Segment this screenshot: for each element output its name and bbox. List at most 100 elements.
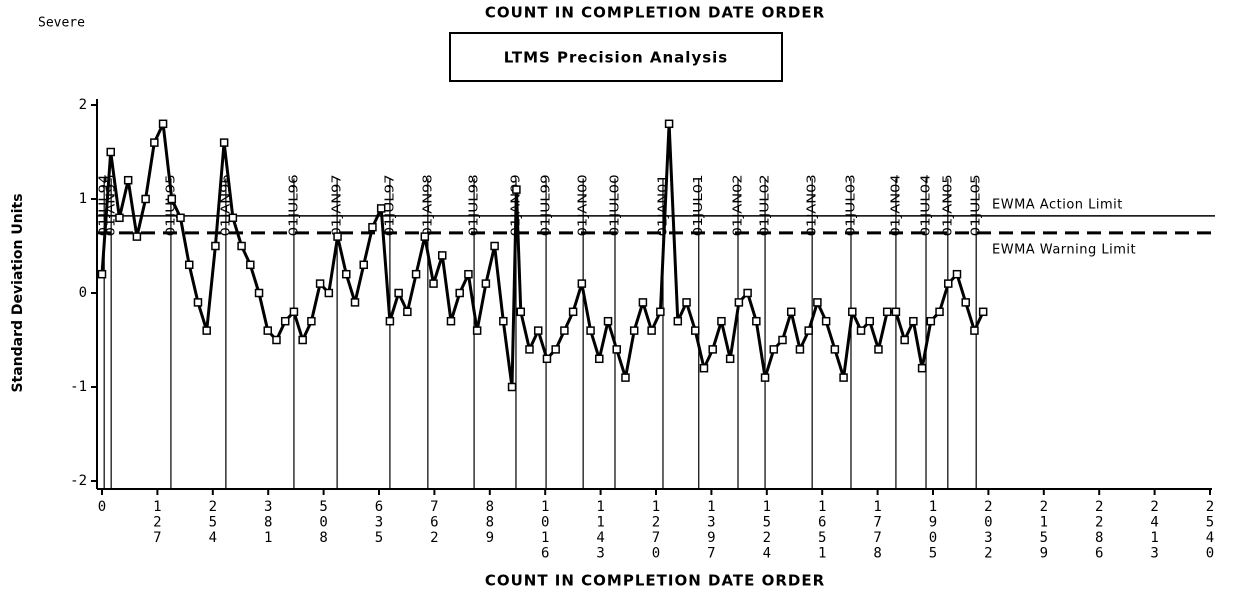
data-marker <box>254 288 264 298</box>
data-marker <box>420 232 430 241</box>
data-marker <box>394 288 403 298</box>
date-label: 01JUL96 <box>286 174 300 236</box>
data-marker <box>324 288 334 298</box>
data-marker <box>97 269 107 279</box>
data-marker <box>577 279 587 288</box>
data-marker <box>167 194 177 204</box>
data-marker <box>385 316 395 326</box>
data-marker <box>307 316 316 326</box>
x-axis-label: COUNT IN COMPLETION DATE ORDER <box>485 572 825 590</box>
header-box-text: LTMS Precision Analysis <box>504 49 728 67</box>
data-marker <box>158 119 168 129</box>
subtitle: Severe <box>38 16 85 31</box>
data-marker <box>507 382 517 392</box>
date-label: 01JAN04 <box>888 174 902 236</box>
data-marker <box>926 316 936 326</box>
data-marker <box>882 307 892 317</box>
data-marker <box>568 307 578 317</box>
data-marker <box>525 345 534 354</box>
data-marker <box>280 316 290 326</box>
data-marker <box>769 345 779 354</box>
date-label: 01JUL95 <box>163 174 177 236</box>
data-marker <box>298 335 307 345</box>
data-marker <box>603 316 613 326</box>
y-tick-label: 0 <box>79 285 87 301</box>
y-axis-label: Standard Deviation Units <box>10 193 26 392</box>
data-marker <box>551 345 560 354</box>
date-label: 01JUL02 <box>758 174 772 236</box>
data-marker <box>795 345 805 354</box>
data-marker <box>856 326 866 335</box>
data-marker <box>490 241 499 251</box>
data-marker <box>106 147 115 157</box>
data-marker <box>647 326 656 335</box>
date-label: 01JUL00 <box>607 174 621 236</box>
date-label: 01JUL05 <box>969 174 983 236</box>
data-marker <box>263 326 273 335</box>
data-marker <box>760 373 770 382</box>
date-label: 01JUL03 <box>843 174 857 236</box>
data-marker <box>141 194 150 204</box>
data-marker <box>874 345 883 354</box>
data-marker <box>132 232 142 241</box>
data-marker <box>411 269 421 279</box>
reference-label: EWMA Action Limit <box>992 197 1123 212</box>
data-marker <box>219 138 229 147</box>
data-marker <box>830 345 840 354</box>
data-marker <box>211 241 220 251</box>
data-marker <box>909 316 918 326</box>
data-marker <box>786 307 796 317</box>
data-marker <box>115 213 124 223</box>
data-marker <box>342 269 351 279</box>
data-marker <box>621 373 630 382</box>
data-marker <box>629 326 639 335</box>
data-marker <box>944 279 953 288</box>
data-marker <box>246 260 255 270</box>
date-label: 01JAN03 <box>805 174 819 236</box>
data-marker <box>542 354 552 364</box>
data-marker <box>202 326 211 335</box>
y-tick-label: 1 <box>79 191 87 207</box>
x-tick-label: 0 <box>98 499 106 515</box>
date-label: 01JUL97 <box>382 174 396 236</box>
data-marker <box>472 326 482 335</box>
data-marker <box>438 251 447 260</box>
data-marker <box>725 354 735 364</box>
chart-title: COUNT IN COMPLETION DATE ORDER <box>485 4 825 22</box>
data-marker <box>961 298 970 307</box>
data-marker <box>403 307 412 317</box>
data-marker <box>512 185 521 194</box>
data-marker <box>682 298 691 307</box>
data-marker <box>699 363 709 373</box>
data-marker <box>595 354 604 364</box>
data-marker <box>315 279 325 288</box>
data-marker <box>533 326 543 335</box>
data-marker <box>917 363 927 373</box>
data-marker <box>446 316 456 326</box>
data-marker <box>952 269 962 279</box>
data-marker <box>350 298 360 307</box>
data-marker <box>804 326 813 335</box>
date-label: 01JUL98 <box>467 174 481 236</box>
date-label: 01JAN05 <box>940 174 954 236</box>
data-marker <box>978 307 988 317</box>
data-marker <box>150 138 159 147</box>
data-marker <box>935 307 944 317</box>
data-marker <box>778 335 787 345</box>
data-marker <box>228 213 238 223</box>
data-marker <box>464 269 473 279</box>
